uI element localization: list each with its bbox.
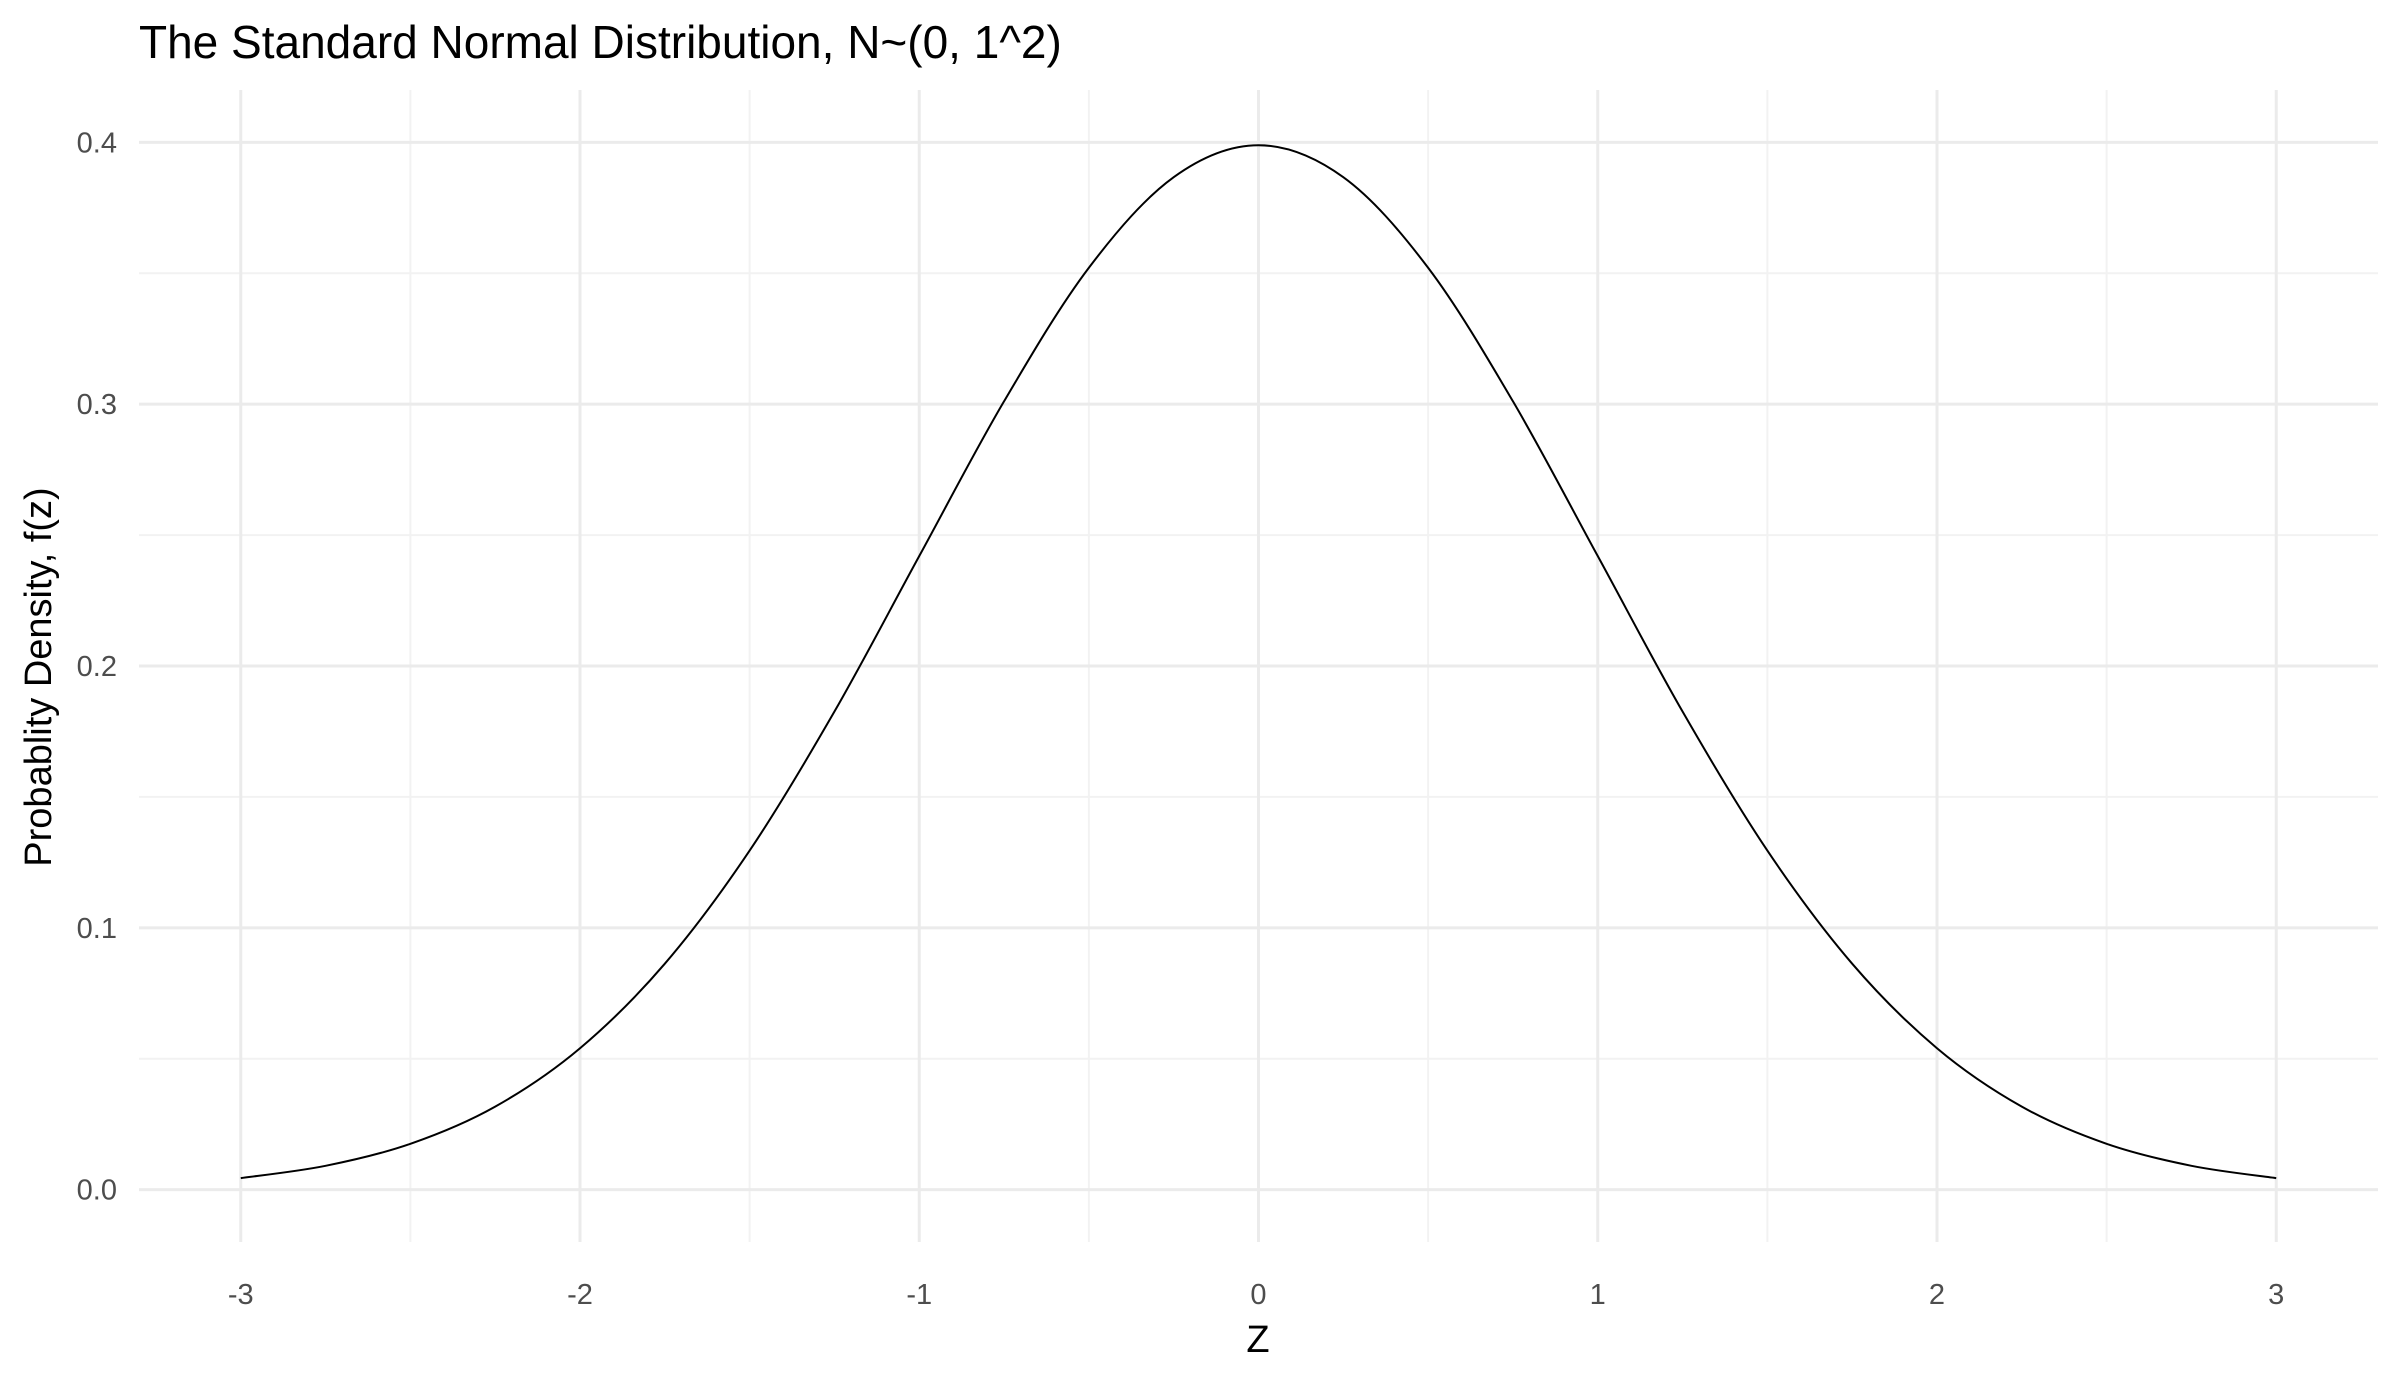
x-tick-label: -3 xyxy=(228,1279,254,1311)
x-tick-label: 0 xyxy=(1250,1279,1266,1311)
y-tick-label: 0.0 xyxy=(77,1175,117,1207)
x-tick-label: 2 xyxy=(1929,1279,1945,1311)
grid xyxy=(139,90,2378,1242)
chart-title: The Standard Normal Distribution, N~(0, … xyxy=(139,16,1062,68)
x-axis-title: Z xyxy=(1246,1319,1269,1361)
y-axis-title: Probablity Density, f(z) xyxy=(18,487,60,866)
y-tick-label: 0.4 xyxy=(77,127,117,159)
y-tick-label: 0.3 xyxy=(77,389,117,421)
x-axis-ticks: -3 -2 -1 0 1 2 3 xyxy=(228,1279,2284,1311)
y-tick-label: 0.2 xyxy=(77,651,117,683)
x-tick-label: -1 xyxy=(906,1279,932,1311)
density-curve xyxy=(240,144,2277,1180)
y-tick-label: 0.1 xyxy=(77,913,117,945)
x-tick-label: 1 xyxy=(1590,1279,1606,1311)
y-axis-ticks: 0.0 0.1 0.2 0.3 0.4 xyxy=(77,127,117,1206)
x-tick-label: -2 xyxy=(567,1279,593,1311)
x-tick-label: 3 xyxy=(2268,1279,2284,1311)
